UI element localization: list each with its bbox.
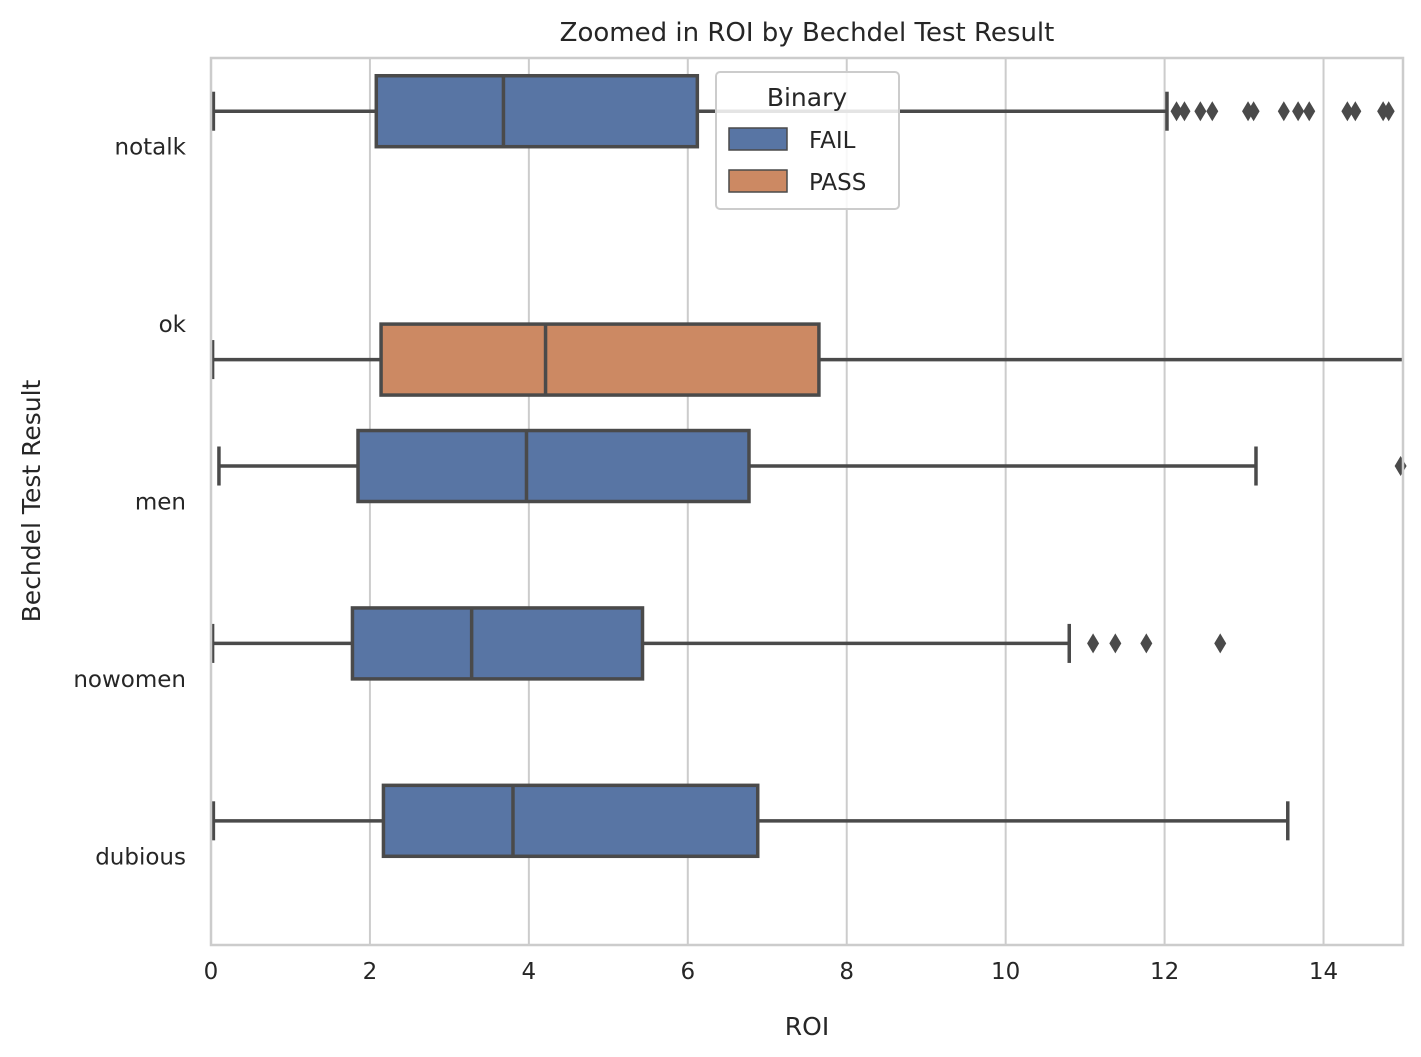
legend: Binary FAIL PASS [715, 71, 900, 210]
box-FAIL-nowomen [210, 606, 1227, 681]
outlier-point [1394, 456, 1407, 477]
y-tick-label: men [135, 490, 186, 516]
box-PASS-ok [210, 322, 1403, 397]
x-tick-label: 0 [204, 959, 219, 985]
legend-entries: FAIL PASS [728, 127, 866, 196]
legend-title: Binary [767, 83, 848, 112]
outlier-point [1178, 101, 1191, 122]
outlier-point [1382, 101, 1395, 122]
outlier-point [1206, 101, 1219, 122]
box-iqr [379, 322, 821, 397]
x-tick-label: 6 [680, 959, 695, 985]
x-tick-label: 8 [839, 959, 854, 985]
plot-frame [209, 56, 1405, 947]
box-FAIL-notalk [211, 73, 1395, 149]
x-tick-labels: 0 2 4 6 8 10 12 14 [204, 959, 1338, 985]
outlier-point [1214, 633, 1227, 654]
legend-label-fail: FAIL [809, 128, 856, 154]
outlier-point [1109, 633, 1122, 654]
box-iqr [374, 73, 700, 149]
x-tick-label: 10 [991, 959, 1020, 985]
box-iqr [381, 783, 760, 859]
boxes [210, 73, 1407, 859]
x-tick-label: 14 [1309, 959, 1338, 985]
chart-title: Zoomed in ROI by Bechdel Test Result [560, 18, 1055, 48]
x-tick-label: 4 [522, 959, 537, 985]
x-tick-label: 2 [363, 959, 378, 985]
y-tick-label: dubious [95, 844, 186, 870]
legend-swatch-pass [728, 169, 788, 193]
legend-label-pass: PASS [809, 170, 866, 196]
y-tick-label: notalk [115, 135, 187, 161]
outlier-point [1194, 101, 1207, 122]
y-tick-labels: notalk ok men nowomen dubious [73, 135, 186, 871]
outlier-point [1247, 101, 1260, 122]
x-axis-title: ROI [785, 1012, 829, 1041]
outlier-point [1277, 101, 1290, 122]
outlier-point [1303, 101, 1316, 122]
outlier-point [1341, 101, 1354, 122]
outlier-point [1349, 101, 1362, 122]
box-FAIL-men [217, 428, 1407, 504]
outlier-point [1087, 633, 1100, 654]
outlier-point [1140, 633, 1153, 654]
x-tick-label: 12 [1150, 959, 1179, 985]
outlier-point [1292, 101, 1305, 122]
box-iqr [356, 428, 751, 504]
y-axis-title: Bechdel Test Result [17, 379, 46, 622]
box-iqr [350, 606, 645, 681]
y-tick-label: ok [159, 312, 187, 338]
box-FAIL-dubious [211, 783, 1290, 859]
outlier-point [1170, 101, 1183, 122]
legend-swatch-fail [728, 127, 788, 151]
y-tick-label: nowomen [73, 667, 186, 693]
